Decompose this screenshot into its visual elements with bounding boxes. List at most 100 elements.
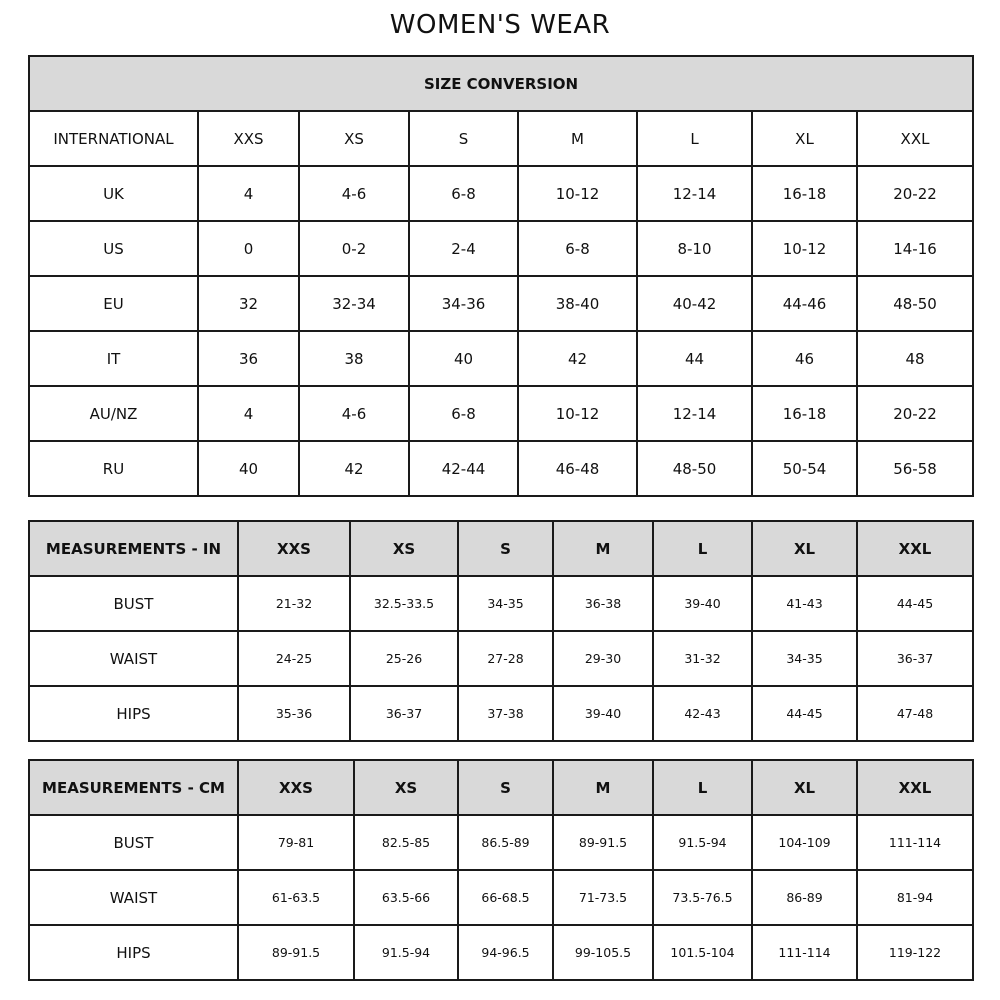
table-cell: 40 [408,330,519,387]
table-cell: 73.5-76.5 [652,869,753,926]
table-cell: 44 [636,330,753,387]
column-header: XXS [237,759,355,816]
page-title: WOMEN'S WEAR [389,10,611,40]
table-cell: 10-12 [517,385,638,442]
table-cell: 91.5-94 [652,814,753,871]
table-cell: 79-81 [237,814,355,871]
column-header: M [552,520,654,577]
size-conversion-heading: SIZE CONVERSION [27,55,975,112]
table-cell: 0 [197,220,300,277]
table-cell: 86-89 [751,869,858,926]
row-label: WAIST [28,630,239,687]
row-label: BUST [28,814,239,871]
measurements-in-table: MEASUREMENTS - IN XXS XS S M L XL XXL BUST 21-32 3… [28,520,974,742]
table-cell: 42 [517,330,638,387]
table-cell: 81-94 [856,869,974,926]
row-label: US [28,220,199,277]
table-cell: 46 [751,330,858,387]
table-cell: 14-16 [855,220,975,277]
table-cell: 66-68.5 [457,869,554,926]
table-cell: 38 [298,330,410,387]
table-cell: 8-10 [636,220,753,277]
column-header: XS [353,759,459,816]
table-cell: 63.5-66 [353,869,459,926]
table-cell: 82.5-85 [353,814,459,871]
table-cell: 104-109 [751,814,858,871]
table-cell: 20-22 [855,165,975,222]
column-header: XXS [197,110,300,167]
table-cell: 44-45 [751,685,858,742]
table-row: HIPS 89-91.5 91.5-94 94-96.5 99-105.5 101.5-1… [28,924,974,981]
table-cell: 91.5-94 [353,924,459,981]
table-cell: 29-30 [552,630,654,687]
table-cell: 35-36 [237,685,351,742]
table-cell: 50-54 [751,440,858,497]
table-cell: 34-36 [408,275,519,332]
table-cell: 47-48 [856,685,974,742]
row-label: EU [28,275,199,332]
table-row: UK 4 4-6 6-8 10-12 12-14 16-18 20-22 [28,165,975,222]
table-cell: 37-38 [457,685,554,742]
column-header: XL [751,110,858,167]
row-label: RU [28,440,199,497]
table-cell: 44-46 [751,275,858,332]
table-cell: 6-8 [517,220,638,277]
table-cell: 36-37 [856,630,974,687]
column-header: L [652,759,753,816]
table-cell: 39-40 [552,685,654,742]
table-cell: 12-14 [636,165,753,222]
table-cell: 89-91.5 [552,814,654,871]
table-row: WAIST 24-25 25-26 27-28 29-30 31-32 34-35 36-37 [28,630,974,687]
table-cell: 42 [298,440,410,497]
row-label: UK [28,165,199,222]
column-header: INTERNATIONAL [28,110,199,167]
table-cell: 46-48 [517,440,638,497]
table-cell: 61-63.5 [237,869,355,926]
table-cell: 6-8 [408,165,519,222]
table-cell: 38-40 [517,275,638,332]
table-cell: 40 [197,440,300,497]
header-row: MEASUREMENTS - CM XXS XS S M L XL XXL [28,759,974,816]
column-header: MEASUREMENTS - IN [28,520,239,577]
table-row: HIPS 35-36 36-37 37-38 39-40 42-43 44-45 47-48 [28,685,974,742]
column-header: XS [298,110,410,167]
table-row: WAIST 61-63.5 63.5-66 66-68.5 71-73.5 73.5-76… [28,869,974,926]
table-cell: 10-12 [751,220,858,277]
table-cell: 36 [197,330,300,387]
table-cell: 56-58 [855,440,975,497]
table-cell: 111-114 [856,814,974,871]
table-cell: 4 [197,385,300,442]
table-cell: 4 [197,165,300,222]
table-row: IT 36 38 40 42 44 46 48 [28,330,975,387]
table-cell: 16-18 [751,385,858,442]
table-cell: 111-114 [751,924,858,981]
table-cell: 48-50 [855,275,975,332]
table-cell: 24-25 [237,630,351,687]
column-header: XXL [855,110,975,167]
table-row: BUST 79-81 82.5-85 86.5-89 89-91.5 91.5-94 104… [28,814,974,871]
header-row: INTERNATIONAL XXS XS S M L XL XXL [28,110,975,167]
column-header: XXS [237,520,351,577]
measurements-cm-table: MEASUREMENTS - CM XXS XS S M L XL XXL BUST 79-81 8… [28,759,974,981]
table-cell: 36-37 [349,685,459,742]
table-cell: 101.5-104 [652,924,753,981]
row-label: WAIST [28,869,239,926]
table-cell: 10-12 [517,165,638,222]
table-cell: 21-32 [237,575,351,632]
table-cell: 12-14 [636,385,753,442]
row-label: HIPS [28,924,239,981]
table-cell: 27-28 [457,630,554,687]
table-cell: 36-38 [552,575,654,632]
column-header: L [636,110,753,167]
row-label: BUST [28,575,239,632]
table-cell: 71-73.5 [552,869,654,926]
table-cell: 34-35 [457,575,554,632]
table-row: US 0 0-2 2-4 6-8 8-10 10-12 14-16 [28,220,975,277]
column-header: XXL [856,759,974,816]
table-cell: 42-44 [408,440,519,497]
table-cell: 32-34 [298,275,410,332]
row-label: HIPS [28,685,239,742]
row-label: AU/NZ [28,385,199,442]
table-cell: 41-43 [751,575,858,632]
table-cell: 86.5-89 [457,814,554,871]
